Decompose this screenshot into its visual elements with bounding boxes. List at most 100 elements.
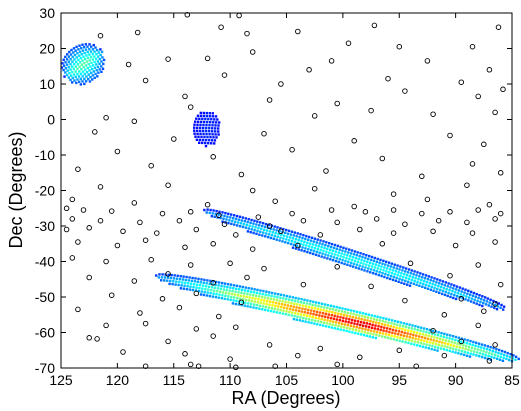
region-4-cell <box>479 352 481 354</box>
region-3-cell <box>300 240 302 242</box>
region-3-cell <box>318 255 320 257</box>
region-4-cell <box>435 340 437 342</box>
region-4-cell <box>314 307 316 309</box>
region-3-cell <box>289 236 291 238</box>
region-3-cell <box>416 271 418 273</box>
region-3-cell <box>340 255 342 257</box>
region-3-cell <box>325 251 327 253</box>
region-4-cell <box>281 300 283 302</box>
region-4-cell <box>411 327 413 329</box>
region-2-cell <box>210 118 212 120</box>
region-3-cell <box>490 306 492 308</box>
region-3-cell <box>415 274 417 276</box>
region-4-cell <box>292 309 294 311</box>
region-4-cell <box>306 315 308 317</box>
region-4-cell <box>336 306 338 308</box>
region-1-cell <box>89 80 91 82</box>
region-4-cell <box>271 304 273 306</box>
region-4-cell <box>401 328 403 330</box>
region-3-cell <box>432 290 434 292</box>
region-4-cell <box>335 309 337 311</box>
region-3-cell <box>446 288 448 290</box>
y-tick-label: -70 <box>35 360 55 376</box>
region-4-cell <box>349 328 351 330</box>
region-4-cell <box>313 322 315 324</box>
region-3-cell <box>252 222 254 224</box>
region-3-cell <box>422 283 424 285</box>
region-4-cell <box>423 327 425 329</box>
region-2-cell <box>193 133 195 135</box>
region-4-cell <box>395 329 397 331</box>
region-4-cell <box>395 327 397 329</box>
region-3-cell <box>376 261 378 263</box>
region-4-cell <box>263 302 265 304</box>
region-3-cell <box>315 244 317 246</box>
region-3-cell <box>298 248 300 250</box>
region-4-cell <box>322 324 324 326</box>
region-3-cell <box>456 295 458 297</box>
region-1-cell <box>87 78 89 80</box>
region-3-cell <box>288 239 290 241</box>
region-4-cell <box>407 342 409 344</box>
region-3-cell <box>429 282 431 284</box>
region-3-cell <box>352 265 354 267</box>
region-4-cell <box>396 336 398 338</box>
region-4-cell <box>291 299 293 301</box>
region-4-cell <box>502 360 504 362</box>
region-3-cell <box>502 308 504 310</box>
region-4-cell <box>396 339 398 341</box>
region-4-cell <box>468 346 470 348</box>
region-4-cell <box>428 332 430 334</box>
region-4-cell <box>318 314 320 316</box>
region-4-cell <box>412 337 414 339</box>
region-3-cell <box>400 272 402 274</box>
region-3-cell <box>472 295 474 297</box>
region-2-cell <box>202 124 204 126</box>
region-3-cell <box>290 233 292 235</box>
region-3-cell <box>261 234 263 236</box>
region-4-cell <box>177 275 179 277</box>
region-4-cell <box>309 303 311 305</box>
region-4-cell <box>419 332 421 334</box>
region-4-cell <box>194 277 196 279</box>
region-3-cell <box>282 237 284 239</box>
region-4-cell <box>244 289 246 291</box>
region-4-cell <box>440 332 442 334</box>
region-1-cell <box>78 45 80 47</box>
region-3-cell <box>388 262 390 264</box>
region-4-cell <box>356 326 358 328</box>
region-4-cell <box>295 306 297 308</box>
region-4-cell <box>160 279 162 281</box>
region-2-cell <box>211 130 213 132</box>
region-4-cell <box>348 318 350 320</box>
region-1-cell <box>93 70 95 72</box>
region-2-cell <box>195 118 197 120</box>
region-4-cell <box>501 350 503 352</box>
y-tick-label: 0 <box>47 112 55 128</box>
region-3-cell <box>310 249 312 251</box>
region-3-cell <box>453 284 455 286</box>
region-4-cell <box>282 297 284 299</box>
region-4-cell <box>217 284 219 286</box>
region-3-cell <box>475 296 477 298</box>
y-tick-label: -20 <box>35 183 55 199</box>
region-4-cell <box>188 276 190 278</box>
region-3-cell <box>242 216 244 218</box>
region-4-cell <box>401 331 403 333</box>
region-4-cell <box>262 293 264 295</box>
region-4-cell <box>432 330 434 332</box>
region-3-cell <box>404 280 406 282</box>
region-4-cell <box>191 277 193 279</box>
region-4-cell <box>271 292 273 294</box>
region-4-cell <box>344 308 346 310</box>
region-3-cell <box>308 236 310 238</box>
region-4-cell <box>502 357 504 359</box>
region-3-cell <box>389 278 391 280</box>
region-2-cell <box>196 127 198 129</box>
region-4-cell <box>474 345 476 347</box>
region-4-cell <box>341 310 343 312</box>
region-3-cell <box>209 209 211 211</box>
region-4-cell <box>329 320 331 322</box>
region-3-cell <box>320 246 322 248</box>
